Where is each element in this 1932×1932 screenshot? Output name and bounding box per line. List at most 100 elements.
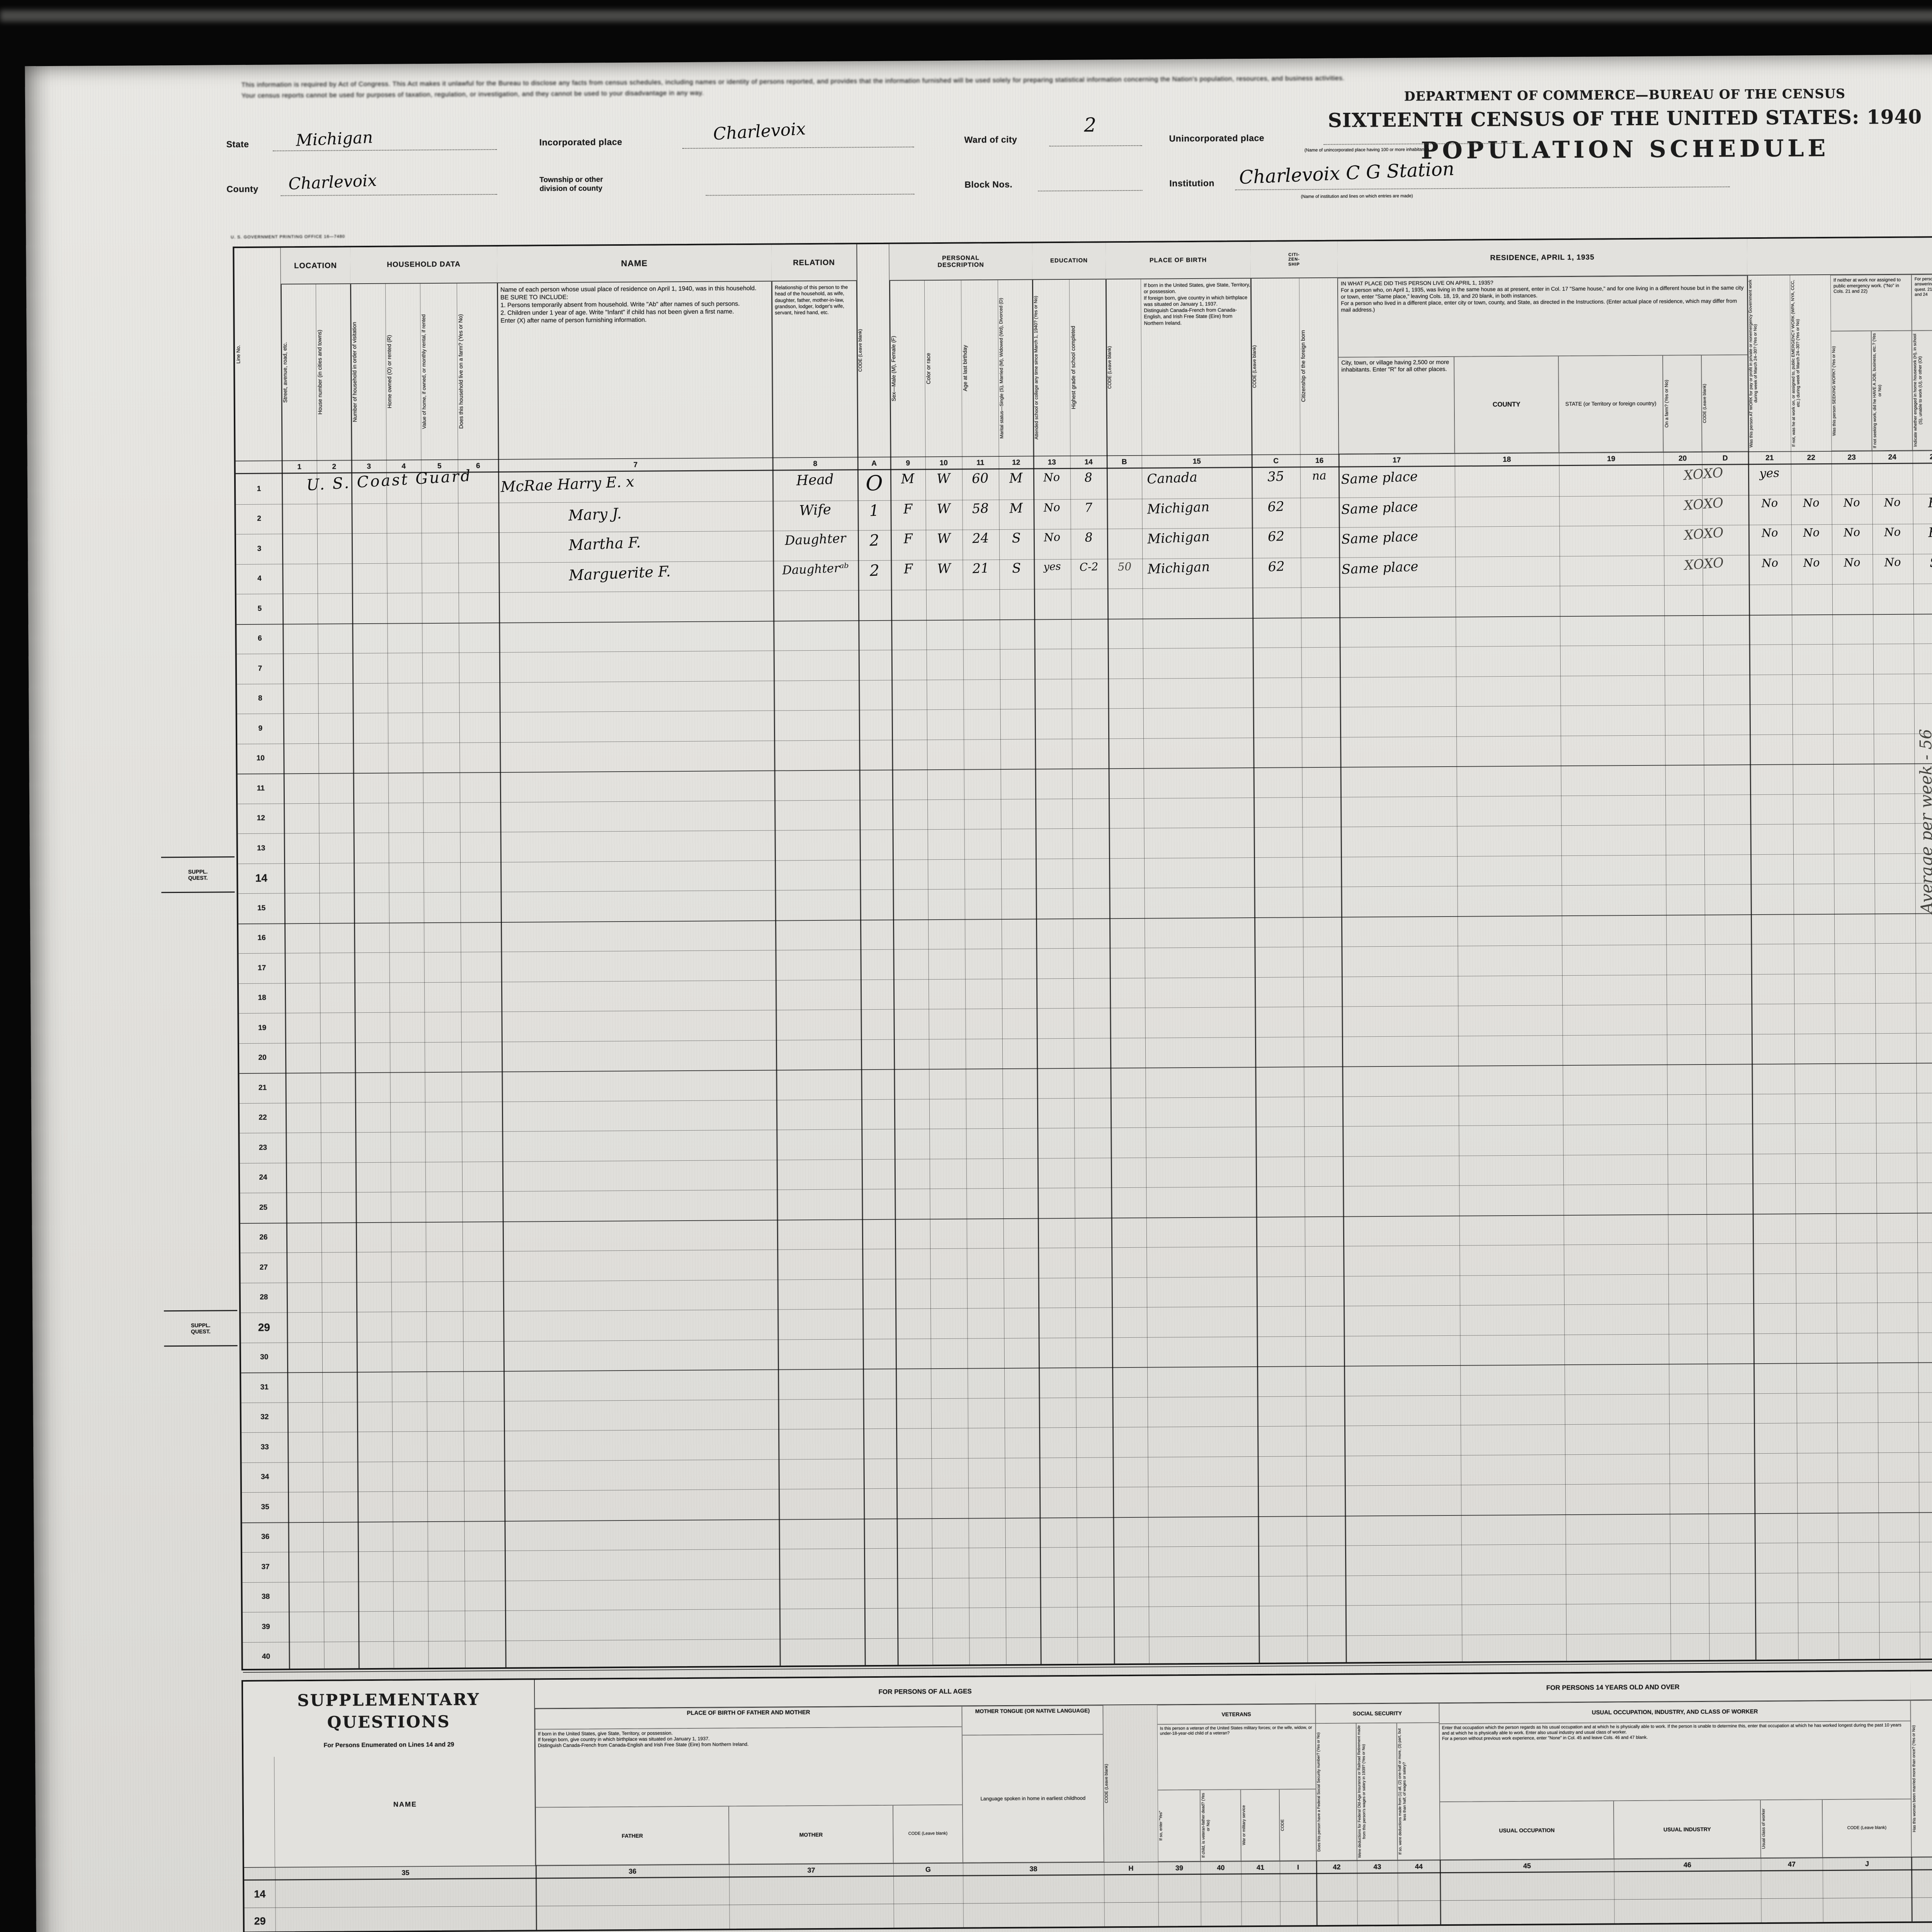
column-number-c22: 22 (1807, 453, 1815, 462)
grid-line (242, 1537, 1932, 1553)
entry-r4-c22: No (1803, 555, 1820, 570)
grid-line (236, 639, 1932, 655)
incorporated-place-label: Incorporated place (539, 136, 622, 148)
row-number-left-37: 37 (261, 1563, 270, 1571)
row-number-left-35: 35 (261, 1503, 269, 1511)
row-number-left-36: 36 (261, 1532, 270, 1541)
header-vet41: War or military service (1240, 1789, 1280, 1861)
row-number-left-6: 6 (258, 634, 262, 643)
ward-value: 2 (1084, 114, 1097, 136)
column-number-c10: 10 (939, 459, 948, 467)
header-vet40: If child, is veteran-father dead? (Yes o… (1200, 1789, 1241, 1861)
entry-r3-c10: W (937, 531, 951, 547)
unincorporated-place-label: Unincorporated place (1169, 133, 1265, 144)
entry-r3-C: 62 (1267, 528, 1285, 545)
suppl-column-number-s46: 46 (1683, 1861, 1692, 1869)
entry-r1-c15: Canada (1146, 469, 1198, 487)
grid-line (244, 1893, 1932, 1908)
column-number-D: D (1722, 454, 1728, 463)
header-vet39: If so, enter "Yes" (1157, 1789, 1201, 1862)
column-number-c9: 9 (906, 459, 910, 468)
row-number-left-30: 30 (260, 1353, 269, 1362)
header-h19: STATE (or Territory or foreign country) (1558, 355, 1663, 453)
entry-r3-c24: No (1884, 525, 1901, 539)
suppl-column-number-G: G (925, 1866, 931, 1874)
grid-line (239, 998, 1932, 1014)
column-header-c7: Name of each person whose usual place of… (500, 285, 757, 324)
block-label: Block Nos. (964, 179, 1013, 190)
suppl-column-number-s43: 43 (1373, 1863, 1381, 1871)
column-header-c12: Marital status—Single (S), Married (M), … (998, 298, 1005, 439)
suppl-column-number-s41: 41 (1256, 1863, 1265, 1872)
header-w48: Has this woman been married more than on… (1910, 1700, 1932, 1857)
row-number-left-1: 1 (257, 485, 261, 493)
grid-line (238, 848, 1932, 864)
suppl-column-number-s48: 48 (1912, 1857, 1932, 1871)
row-number-left-15: 15 (257, 904, 266, 912)
column-group-c9: PERSONAL DESCRIPTION (889, 243, 1032, 281)
grid-line (243, 1627, 1932, 1643)
header-uocc_intro: Enter that occupation which the person r… (1439, 1721, 1911, 1802)
column-group-c21: PERSONS 14 YEARS OLD AND OVER—EMPLOYMENT… (1747, 233, 1932, 276)
column-number-c13: 13 (1048, 458, 1056, 466)
row-number-left-3: 3 (257, 544, 262, 553)
header-code_blank: CODE (Leave blank) (1822, 1799, 1912, 1858)
entry-r2-c8: Wife (799, 501, 832, 519)
header-ss_title: SOCIAL SECURITY (1315, 1703, 1439, 1724)
entry-r2-c10: W (936, 500, 951, 517)
suppl-column-number-s47: 47 (1787, 1860, 1796, 1868)
column-header-c8: Relationship of this person to the head … (774, 284, 848, 316)
column-header-c22: If not, was he at work on, or assigned t… (1790, 279, 1801, 447)
film-edge-strip (0, 10, 1932, 22)
column-group-C: CITI- ZEN- SHIP (1250, 241, 1338, 279)
grid-line (238, 908, 1932, 924)
entry-r4-c10: W (937, 560, 951, 577)
grid-line (274, 1757, 275, 1867)
institution-caption: (Name of institution and lines on which … (1301, 194, 1413, 199)
entry-r4-c17: Same place (1341, 558, 1419, 577)
county-value: Charlevoix (288, 170, 377, 194)
entry-r4-c13: yes (1043, 560, 1061, 573)
grid-line (240, 1238, 1932, 1253)
column-number-c16: 16 (1315, 456, 1324, 465)
row-number-left-24: 24 (259, 1173, 267, 1182)
row-number-left-39: 39 (262, 1622, 270, 1631)
county-label: County (226, 184, 259, 194)
entry-location-institution: U. S. Coast Guard (306, 467, 473, 495)
row-number-left-29: 29 (258, 1321, 270, 1333)
column-group-c13: EDUCATION (1032, 243, 1106, 280)
ward-line (1049, 135, 1142, 147)
entry-r3-c15: Michigan (1147, 529, 1210, 547)
header-mother: MOTHER (728, 1805, 893, 1864)
population-table: LOCATION HOUSEHOLD DATA NAME RELATION PERSON… (233, 231, 1932, 1673)
column-header-c3: Number of household in order of visitati… (351, 322, 358, 422)
row-number-left-34: 34 (261, 1473, 269, 1481)
state-value: Michigan (295, 128, 373, 150)
column-group-c1: LOCATION (281, 247, 350, 285)
entry-r1-c8: Head (796, 471, 834, 489)
header-code_short: CODE (1279, 1789, 1316, 1861)
entry-r4-c8: Daughterᵃᵇ (782, 560, 849, 577)
row-number-left-8: 8 (258, 694, 262, 703)
supplementary-title-box: SUPPLEMENTARY QUESTIONS For Persons Enume… (243, 1680, 536, 1867)
entry-r3-c23: No (1843, 525, 1861, 539)
entry-r4-c24: No (1884, 555, 1901, 569)
header-pob_intro: If born in the United States, give State… (535, 1726, 963, 1808)
row-number-left-31: 31 (260, 1383, 269, 1391)
suppl-column-number-s44: 44 (1415, 1862, 1423, 1871)
grid-line (238, 818, 1932, 834)
column-number-C: C (1273, 457, 1279, 465)
entry-r2-c14: 7 (1084, 500, 1093, 515)
supplementary-subtitle: For Persons Enumerated on Lines 14 and 2… (323, 1741, 454, 1749)
block-line (1038, 180, 1143, 192)
entry-r1-c10: W (936, 471, 951, 487)
header-uocc45: USUAL OCCUPATION (1439, 1801, 1614, 1860)
row-number-left-12: 12 (257, 814, 265, 823)
grid-line (239, 1058, 1932, 1074)
row-number-left-9: 9 (258, 724, 263, 733)
row-number-left-22: 22 (259, 1113, 267, 1122)
column-number-c18: 18 (1503, 455, 1511, 464)
column-header-c5: Value of home, if owned, or monthly rent… (420, 314, 427, 429)
census-title: SIXTEENTH CENSUS OF THE UNITED STATES: 1… (1328, 105, 1922, 132)
grid-line (241, 1298, 1932, 1313)
